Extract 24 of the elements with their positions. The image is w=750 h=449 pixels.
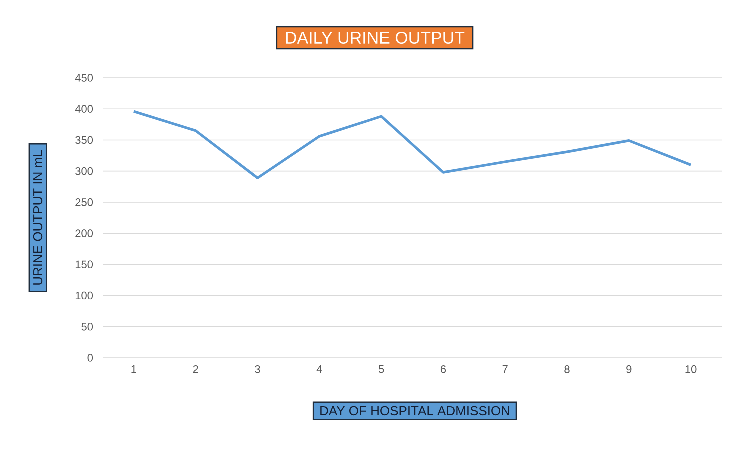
line-series <box>132 110 692 180</box>
chart-title: DAILY URINE OUTPUT <box>286 32 465 44</box>
x-tick-label: 7 <box>502 366 508 374</box>
y-tick-label: 0 <box>88 354 94 362</box>
x-tick-label: 1 <box>132 366 136 374</box>
y-tick-label: 350 <box>76 136 94 144</box>
y-tick-label: 300 <box>76 167 94 176</box>
y-tick-label: 400 <box>75 105 94 113</box>
y-tick-label: 250 <box>76 198 94 206</box>
y-tick-label: 450 <box>75 74 94 82</box>
x-tick-label: 3 <box>255 366 260 374</box>
y-tick-label: 50 <box>82 322 94 331</box>
x-tick-label: 8 <box>564 366 570 374</box>
x-tick-label: 5 <box>378 366 384 374</box>
x-tick-label: 10 <box>686 366 697 374</box>
x-tick-label: 2 <box>193 366 198 374</box>
x-tick-label: 9 <box>626 366 632 374</box>
y-tick-label: 150 <box>76 260 94 269</box>
x-tick-label: 6 <box>440 366 446 374</box>
y-axis-title: URINE OUTPUT IN mL <box>33 150 43 285</box>
x-axis-title: DAY OF HOSPITAL ADMISSION <box>320 406 510 416</box>
y-tick-label: 100 <box>76 292 94 300</box>
x-tick-label: 4 <box>316 366 322 374</box>
y-tick-label: 200 <box>76 230 94 238</box>
